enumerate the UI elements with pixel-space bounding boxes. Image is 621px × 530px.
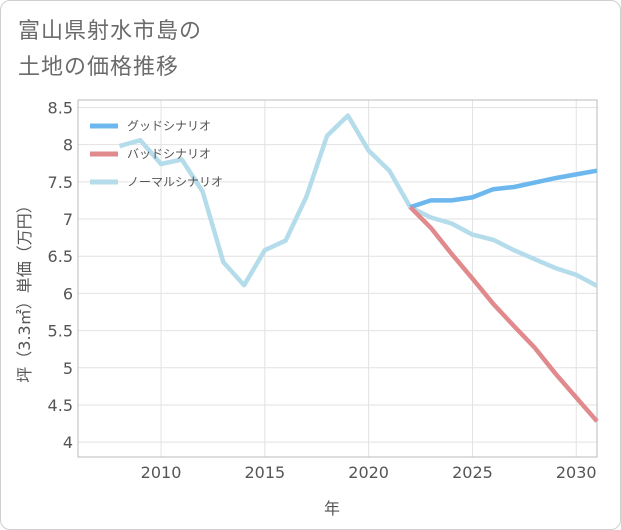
y-tick-label-4: 4 <box>63 433 73 452</box>
x-tick-label-2030: 2030 <box>556 463 597 482</box>
y-tick-label-8: 8 <box>63 136 73 155</box>
x-tick-label-2020: 2020 <box>348 463 389 482</box>
chart-title: 富山県射水市島の 土地の価格推移 <box>18 14 202 86</box>
series-line-1 <box>409 168 598 210</box>
x-tick-label-2010: 2010 <box>141 463 182 482</box>
chart-title-line-1: 富山県射水市島の <box>18 19 203 44</box>
legend-label-2: バッドシナリオ <box>127 147 211 161</box>
x-tick-label-2025: 2025 <box>452 463 493 482</box>
y-tick-label-5: 5 <box>63 359 73 378</box>
x-axis-title: 年 <box>324 499 340 518</box>
y-tick-label-7: 7 <box>63 210 73 229</box>
legend-label-3: ノーマルシナリオ <box>127 175 223 189</box>
legend-label-1: グッドシナリオ <box>127 119 211 133</box>
y-axis: 4 4.5 5 5.5 6 6.5 7 7.5 8 8.5 <box>48 98 73 452</box>
y-axis-title: 坪（3.3㎡）単価（万円） <box>15 197 34 382</box>
series-line-2 <box>408 205 599 423</box>
y-tick-label-7-5: 7.5 <box>48 173 73 192</box>
series-line-3 <box>118 113 599 288</box>
x-axis: 2010 2015 2020 2025 2030 <box>141 463 597 482</box>
series-group <box>118 113 599 423</box>
y-tick-label-5-5: 5.5 <box>48 322 73 341</box>
x-tick-label-2015: 2015 <box>244 463 285 482</box>
y-tick-label-6: 6 <box>63 284 73 303</box>
y-tick-label-4-5: 4.5 <box>48 396 73 415</box>
chart-title-line-2: 土地の価格推移 <box>18 55 180 80</box>
plot-area-border <box>77 99 598 458</box>
y-tick-label-8-5: 8.5 <box>48 98 73 117</box>
y-tick-label-6-5: 6.5 <box>48 247 73 266</box>
